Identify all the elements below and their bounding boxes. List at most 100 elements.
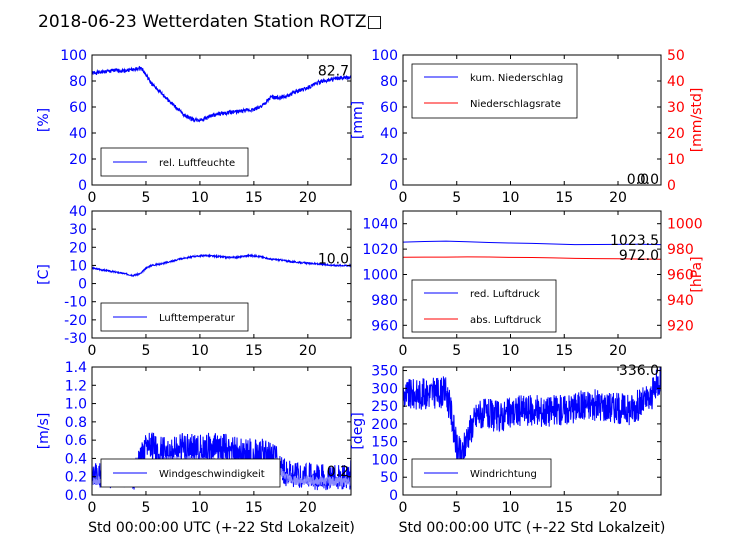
y-tick-label: 100 [60, 48, 87, 64]
legend: kum. Niederschlag Niederschlagsrate [411, 63, 578, 119]
plot-frame [91, 210, 352, 339]
x-tick-label: 5 [452, 190, 461, 206]
y-tick-label: 150 [371, 435, 398, 451]
last-value-label: 82.7 [318, 63, 349, 79]
last-value-label: 0.0 [627, 172, 649, 188]
y-tick-label: 0 [78, 277, 87, 293]
y-axis-label: [m/s] [36, 413, 52, 450]
y-tick-label: 1.4 [65, 360, 87, 376]
last-value-label: 336.0 [619, 363, 659, 379]
y-tick-label: 100 [371, 452, 398, 468]
x-tick-label: 15 [555, 343, 573, 359]
legend-label: abs. Luftdruck [470, 315, 541, 326]
legend-label: Lufttemperatur [159, 313, 236, 324]
legend-box [411, 63, 578, 119]
y-tick-label: 0.6 [65, 433, 87, 449]
plot-area [403, 240, 661, 260]
y-tick-label: 40 [380, 126, 398, 142]
last-value-label: 972.0 [619, 248, 659, 264]
y-tick-label: 100 [371, 48, 398, 64]
y-tick-label: 20 [69, 240, 87, 256]
x-tick-label: 15 [245, 190, 263, 206]
y-tick-label: 20 [380, 152, 398, 168]
y-tick-label: 1.0 [65, 397, 87, 413]
y-axis-label-right: [hPa] [689, 256, 705, 292]
y-tick-label: 980 [371, 293, 398, 309]
y-tick-label: 0 [78, 178, 87, 194]
y-tick-label: 0.0 [65, 488, 87, 504]
legend: red. Luftdruck abs. Luftdruck [411, 279, 557, 333]
y-tick-label: 40 [69, 126, 87, 142]
x-tick-label: 0 [399, 500, 408, 516]
x-tick-label: 20 [609, 500, 627, 516]
y-tick-label: 10 [69, 258, 87, 274]
figure-title: 2018-06-23 Wetterdaten Station ROTZ□ [38, 12, 383, 32]
series-line-2-0 [92, 253, 351, 278]
y-tick-label: 60 [69, 100, 87, 116]
y-tick-label-right: 960 [667, 268, 694, 284]
y-tick-label: 50 [380, 470, 398, 486]
y-tick-label-right: 30 [667, 100, 685, 116]
y-axis-label-right: [mm/std] [689, 88, 705, 153]
plot-frame [402, 366, 662, 496]
chart-panel-lufttemperatur: 0 5 10 15 20 -30 -20 -10 0 10 20 30 40 [C] Lufttempera… [36, 204, 352, 359]
x-axis-label-right: Std 00:00:00 UTC (+-22 Std Lokalzeit) [399, 520, 666, 536]
x-tick-label: 5 [452, 343, 461, 359]
last-value-label: 10.0 [318, 251, 349, 267]
x-tick-label: 20 [299, 500, 317, 516]
x-tick-label: 20 [299, 343, 317, 359]
x-tick-label: 10 [191, 343, 209, 359]
y-tick-label-right: 20 [667, 126, 685, 142]
y-axis-label: [mm] [350, 101, 366, 139]
legend-label: rel. Luftfeuchte [159, 158, 235, 169]
x-tick-label: 0 [399, 343, 408, 359]
legend-box [411, 279, 557, 333]
y-tick-label: -30 [64, 331, 87, 347]
x-tick-label: 5 [141, 343, 150, 359]
y-axis-label: [C] [36, 264, 52, 285]
series-line-3-0 [403, 240, 661, 246]
legend-label: Windgeschwindigkeit [159, 469, 265, 480]
y-tick-label: -10 [64, 295, 87, 311]
plot-frame [91, 54, 352, 186]
x-tick-label: 15 [555, 190, 573, 206]
x-tick-label: 10 [191, 190, 209, 206]
y-tick-label: 250 [371, 399, 398, 415]
y-tick-label: 60 [380, 100, 398, 116]
chart-panel-windgeschwindigkeit: 0 5 10 15 20 0.0 0.2 0.4 0.6 0.8 1.0 1.2 1.4 [m/s] Win… [36, 360, 352, 516]
plot-area [92, 253, 351, 278]
y-tick-label: 30 [69, 222, 87, 238]
x-tick-label: 15 [245, 343, 263, 359]
legend: rel. Luftfeuchte [100, 147, 249, 177]
y-tick-label: 0.8 [65, 415, 87, 431]
x-tick-label: 0 [88, 190, 97, 206]
chart-panel-luftdruck: 0 5 10 15 20 960 980 1000 1020 1040 920 940 960 980 10… [362, 210, 705, 359]
plot-frame [402, 54, 662, 186]
y-axis-label: [deg] [350, 412, 366, 449]
legend-label: Niederschlagsrate [470, 99, 561, 110]
y-tick-label-right: 50 [667, 48, 685, 64]
y-tick-label: 1020 [362, 242, 398, 258]
x-tick-label: 0 [88, 500, 97, 516]
legend: Windrichtung [411, 458, 552, 488]
last-value-label: 0.0 [637, 172, 659, 188]
chart-panel-luftfeuchte: 0 5 10 15 20 0 20 40 60 80 100 [%] rel. Luftfeuchte 8… [36, 48, 352, 206]
y-tick-label: 0.4 [65, 451, 87, 467]
y-tick-label: 80 [380, 74, 398, 90]
y-tick-label: 300 [371, 381, 398, 397]
plot-frame [91, 366, 352, 496]
x-axis-label-left: Std 00:00:00 UTC (+-22 Std Lokalzeit) [88, 520, 355, 536]
y-tick-label: 80 [69, 74, 87, 90]
series-line-5-0 [403, 367, 661, 463]
x-tick-label: 20 [609, 343, 627, 359]
y-tick-label-right: 0 [667, 178, 676, 194]
x-tick-label: 5 [141, 190, 150, 206]
x-tick-label: 5 [452, 500, 461, 516]
y-tick-label: 0.2 [65, 470, 87, 486]
y-tick-label-right: 920 [667, 318, 694, 334]
series-line-3-1 [403, 256, 661, 260]
x-tick-label: 0 [399, 190, 408, 206]
y-tick-label: 960 [371, 318, 398, 334]
